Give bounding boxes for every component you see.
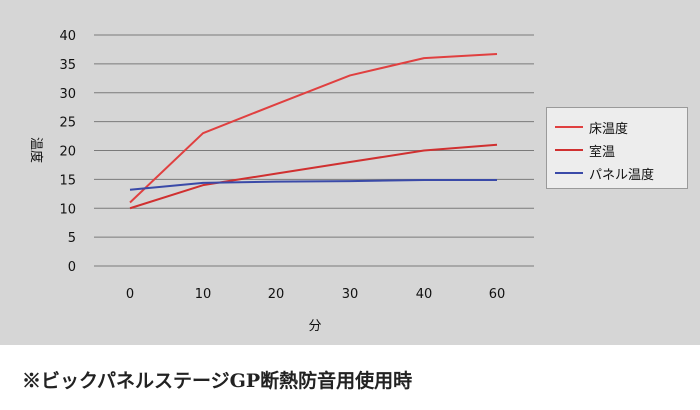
x-tick-label: 40 — [416, 287, 433, 302]
y-tick-label: 40 — [59, 29, 76, 44]
series-line-0 — [129, 53, 498, 204]
y-tick-label: 10 — [59, 202, 76, 217]
x-tick-label: 30 — [342, 287, 359, 302]
y-tick-labels: 0 5 10 15 20 25 30 35 40 — [59, 29, 76, 275]
legend-item-room-temp: 室温 — [547, 139, 689, 161]
grid-lines — [94, 34, 534, 267]
y-tick-label: 25 — [59, 116, 76, 131]
legend-label-floor-temp: 床温度 — [589, 122, 629, 137]
x-axis-title: 分 — [308, 319, 321, 334]
x-tick-label: 0 — [126, 287, 134, 302]
series-lines — [129, 53, 498, 210]
y-tick-label: 15 — [59, 173, 76, 188]
caption: ※ビックパネルステージGP断熱防音用使用時 — [22, 370, 413, 392]
legend-label-room-temp: 室温 — [589, 145, 616, 160]
legend-label-panel-temp: パネル温度 — [589, 168, 655, 183]
y-axis-title: 温度 — [28, 137, 44, 163]
x-tick-label: 10 — [195, 287, 212, 302]
legend: 床温度 室温 パネル温度 — [546, 107, 688, 189]
legend-swatch-floor-temp — [555, 126, 583, 128]
line-chart: 0 5 10 15 20 25 30 35 40 0 10 20 30 40 60 温度 分 — [28, 29, 534, 334]
y-tick-label: 20 — [59, 145, 76, 160]
y-tick-label: 0 — [68, 260, 76, 275]
series-line-1 — [129, 143, 498, 210]
y-tick-label: 35 — [59, 58, 76, 73]
series-line-2 — [129, 178, 497, 191]
x-tick-label: 20 — [268, 287, 285, 302]
legend-swatch-panel-temp — [555, 172, 583, 174]
x-tick-label: 60 — [489, 287, 506, 302]
legend-item-panel-temp: パネル温度 — [547, 162, 689, 184]
legend-item-floor-temp: 床温度 — [547, 116, 689, 138]
y-tick-label: 30 — [59, 87, 76, 102]
chart-panel: 0 5 10 15 20 25 30 35 40 0 10 20 30 40 60 温度 分 床温度 室温… — [0, 0, 700, 345]
x-tick-labels: 0 10 20 30 40 60 — [126, 287, 505, 302]
y-tick-label: 5 — [68, 231, 76, 246]
legend-swatch-room-temp — [555, 149, 583, 151]
